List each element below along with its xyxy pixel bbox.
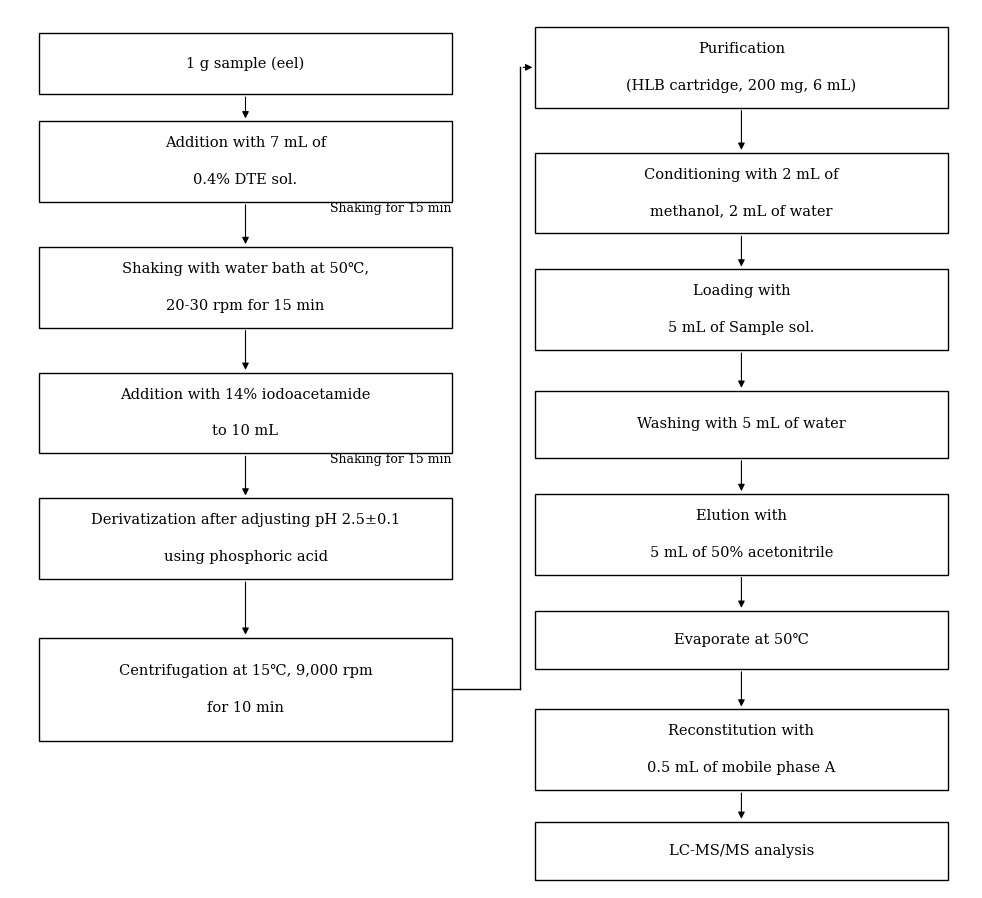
Bar [535, 27, 948, 108]
Bar [535, 391, 948, 458]
Text: Washing with 5 mL of water: Washing with 5 mL of water [637, 418, 846, 431]
Bar [39, 373, 452, 453]
Text: 1 g sample (eel): 1 g sample (eel) [187, 57, 304, 71]
Text: Evaporate at 50℃: Evaporate at 50℃ [674, 633, 809, 647]
Text: Conditioning with 2 mL of

methanol, 2 mL of water: Conditioning with 2 mL of methanol, 2 mL… [644, 168, 839, 218]
Bar [39, 498, 452, 579]
Text: Loading with

5 mL of Sample sol.: Loading with 5 mL of Sample sol. [668, 285, 815, 335]
Bar [39, 121, 452, 202]
Bar [535, 611, 948, 669]
Bar [535, 153, 948, 233]
Text: Shaking for 15 min: Shaking for 15 min [330, 202, 452, 215]
Text: Derivatization after adjusting pH 2.5±0.1

using phosphoric acid: Derivatization after adjusting pH 2.5±0.… [91, 514, 400, 564]
Bar [39, 638, 452, 741]
Bar [535, 709, 948, 790]
Text: Addition with 14% iodoacetamide

to 10 mL: Addition with 14% iodoacetamide to 10 mL [121, 388, 370, 438]
Bar [535, 269, 948, 350]
Bar [535, 494, 948, 575]
Text: Shaking with water bath at 50℃,

20-30 rpm for 15 min: Shaking with water bath at 50℃, 20-30 rp… [122, 262, 369, 313]
Text: Elution with

5 mL of 50% acetonitrile: Elution with 5 mL of 50% acetonitrile [650, 509, 833, 559]
Text: Centrifugation at 15℃, 9,000 rpm

for 10 min: Centrifugation at 15℃, 9,000 rpm for 10 … [119, 664, 372, 715]
Text: Reconstitution with

0.5 mL of mobile phase A: Reconstitution with 0.5 mL of mobile pha… [647, 725, 836, 775]
Text: Addition with 7 mL of

0.4% DTE sol.: Addition with 7 mL of 0.4% DTE sol. [165, 136, 326, 187]
Bar [535, 822, 948, 880]
Text: LC-MS/MS analysis: LC-MS/MS analysis [669, 844, 814, 858]
Bar [39, 33, 452, 94]
Bar [39, 247, 452, 328]
Text: Shaking for 15 min: Shaking for 15 min [330, 453, 452, 466]
Text: Purification

(HLB cartridge, 200 mg, 6 mL): Purification (HLB cartridge, 200 mg, 6 m… [627, 41, 856, 93]
